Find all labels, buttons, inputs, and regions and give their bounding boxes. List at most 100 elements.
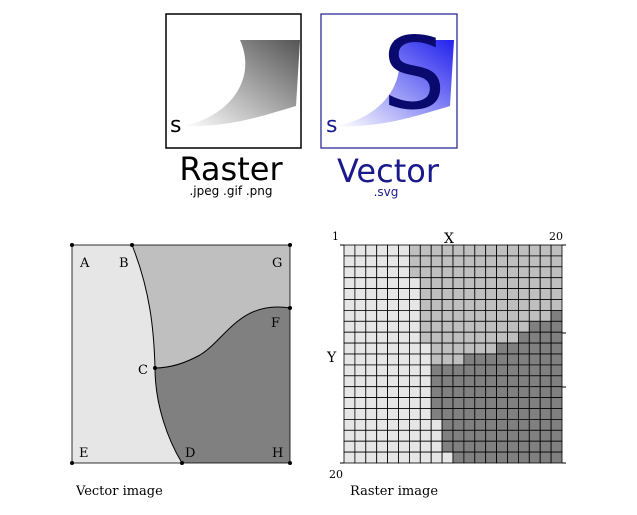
raster-pixel (452, 288, 465, 300)
raster-pixel (474, 320, 487, 333)
raster-pixel (474, 277, 487, 290)
raster-pixel (463, 244, 476, 257)
raster-pixel (354, 440, 367, 453)
raster-pixel (343, 255, 356, 268)
raster-pixel (343, 397, 356, 409)
raster-pixel (550, 331, 563, 344)
raster-y-axis-label: Y (326, 350, 337, 366)
raster-pixel (496, 451, 508, 464)
raster-pixel (518, 309, 530, 322)
raster-pixel (528, 364, 541, 377)
raster-pixel (528, 320, 541, 333)
raster-pixel (430, 451, 443, 464)
raster-title: Raster (179, 150, 283, 188)
raster-pixel (528, 342, 541, 355)
raster-pixel (408, 299, 421, 311)
raster-pixel (365, 320, 378, 333)
raster-pixel (408, 288, 421, 300)
raster-pixel (539, 386, 552, 399)
raster-pixel (496, 429, 508, 442)
raster-pixel (398, 451, 410, 464)
raster-pixel (408, 320, 421, 333)
raster-pixel (387, 331, 399, 344)
raster-pixel (387, 299, 399, 311)
raster-pixel (387, 342, 399, 355)
raster-pixel (550, 375, 563, 388)
raster-pixel (528, 397, 541, 409)
raster-pixel (474, 288, 487, 300)
raster-pixel (441, 342, 454, 355)
raster-pixel (387, 309, 399, 322)
raster-pixel (419, 386, 432, 399)
raster-pixel (430, 353, 443, 366)
raster-pixel (354, 418, 367, 431)
raster-pixel (365, 364, 378, 377)
raster-pixel (463, 320, 476, 333)
raster-pixel (387, 386, 399, 399)
raster-pixel (452, 255, 465, 268)
raster-pixel (528, 440, 541, 453)
raster-pixel (528, 386, 541, 399)
raster-pixel (441, 299, 454, 311)
raster-pixel (528, 408, 541, 420)
raster-pixel (376, 299, 389, 311)
raster-pixel (496, 288, 508, 300)
raster-pixel (474, 244, 487, 257)
raster-pixel (528, 244, 541, 257)
raster-pixel (441, 364, 454, 377)
raster-pixel (419, 331, 432, 344)
raster-pixel (518, 353, 530, 366)
raster-pixel (376, 331, 389, 344)
raster-pixel (496, 320, 508, 333)
raster-pixel (376, 418, 389, 431)
vector-node-c (153, 366, 157, 370)
raster-pixel (550, 342, 563, 355)
raster-pixel (496, 408, 508, 420)
raster-pixel (430, 320, 443, 333)
raster-pixel (354, 266, 367, 279)
raster-pixel (550, 288, 563, 300)
raster-pixel (518, 277, 530, 290)
raster-pixel (463, 375, 476, 388)
raster-pixel (354, 353, 367, 366)
raster-pixel (539, 266, 552, 279)
raster-pixel (474, 418, 487, 431)
raster-pixel (430, 408, 443, 420)
raster-pixel (485, 451, 498, 464)
raster-pixel (550, 255, 563, 268)
raster-pixel (452, 418, 465, 431)
raster-pixel (430, 299, 443, 311)
raster-pixel (518, 342, 530, 355)
raster-x-axis-label: X (444, 231, 454, 247)
raster-pixel (528, 375, 541, 388)
raster-pixel (398, 408, 410, 420)
raster-pixel (452, 408, 465, 420)
raster-pixel (365, 244, 378, 257)
raster-corner-bottom-left: 20 (329, 468, 343, 481)
raster-pixel (507, 255, 519, 268)
raster-pixel (376, 277, 389, 290)
raster-pixel (408, 429, 421, 442)
raster-pixel (528, 288, 541, 300)
raster-pixel (376, 255, 389, 268)
raster-pixel (441, 277, 454, 290)
raster-pixel (398, 429, 410, 442)
raster-pixel (376, 342, 389, 355)
raster-pixel (365, 266, 378, 279)
raster-pixel (354, 277, 367, 290)
raster-pixel (518, 375, 530, 388)
raster-pixel (419, 429, 432, 442)
raster-pixel (539, 320, 552, 333)
vector-small-letter: s (326, 113, 337, 138)
raster-pixel (539, 309, 552, 322)
raster-small-letter: s (170, 113, 181, 138)
vector-node-b (130, 243, 134, 247)
raster-pixel (507, 375, 519, 388)
raster-pixel (507, 277, 519, 290)
raster-pixel (365, 418, 378, 431)
raster-pixel (398, 299, 410, 311)
raster-pixel (496, 418, 508, 431)
raster-pixel (463, 277, 476, 290)
raster-caption: Raster image (350, 484, 438, 499)
raster-pixel (518, 451, 530, 464)
